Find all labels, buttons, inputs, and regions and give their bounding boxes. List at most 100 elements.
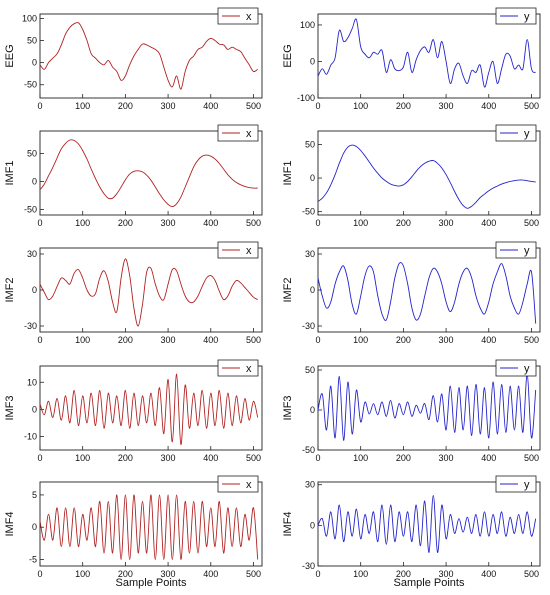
- x-axis-label: Sample Points: [116, 577, 187, 589]
- x-tick-label: 100: [75, 335, 90, 345]
- plot-frame: [39, 247, 263, 333]
- x-tick-label: 200: [396, 569, 411, 579]
- y-tick-label: -5: [29, 555, 37, 565]
- legend-label: y: [524, 11, 530, 23]
- x-tick-label: 500: [246, 335, 261, 345]
- series-line-y: [317, 18, 536, 88]
- x-tick-label: 300: [439, 101, 454, 111]
- x-tick-label: 200: [118, 335, 133, 345]
- x-tick-label: 0: [315, 569, 320, 579]
- x-tick-label: 0: [315, 218, 320, 228]
- x-tick-label: 400: [481, 101, 496, 111]
- x-tick-label: 200: [396, 453, 411, 463]
- x-tick-label: 100: [75, 569, 90, 579]
- y-axis-label: IMF1: [282, 160, 294, 185]
- y-tick-label: 100: [22, 13, 37, 23]
- x-tick-label: 300: [161, 453, 176, 463]
- legend: y: [495, 7, 537, 25]
- x-tick-label: 500: [524, 453, 539, 463]
- x-tick-label: 400: [481, 569, 496, 579]
- x-tick-label: 200: [396, 335, 411, 345]
- x-tick-label: 400: [203, 335, 218, 345]
- x-tick-label: 100: [353, 569, 368, 579]
- x-tick-label: 200: [396, 101, 411, 111]
- x-tick-label: 400: [481, 335, 496, 345]
- x-tick-label: 400: [203, 218, 218, 228]
- y-axis-label: IMF4: [282, 511, 294, 536]
- x-tick-label: 400: [203, 101, 218, 111]
- legend-label: x: [246, 479, 252, 491]
- y-tick-label: -30: [24, 321, 37, 331]
- y-tick-label: -10: [24, 431, 37, 441]
- y-tick-label: -50: [24, 204, 37, 214]
- x-tick-label: 0: [37, 453, 42, 463]
- legend: y: [495, 359, 537, 377]
- y-tick-label: -30: [302, 321, 315, 331]
- y-tick-label: -50: [302, 207, 315, 217]
- y-tick-label: 50: [27, 148, 37, 158]
- x-tick-label: 200: [396, 218, 411, 228]
- x-tick-label: 300: [439, 569, 454, 579]
- legend-label: x: [246, 128, 252, 140]
- x-tick-label: 200: [118, 569, 133, 579]
- x-tick-label: 100: [75, 218, 90, 228]
- x-tick-label: 200: [118, 453, 133, 463]
- legend-label: y: [524, 245, 530, 257]
- x-tick-label: 0: [37, 569, 42, 579]
- series-line-y: [317, 373, 537, 441]
- legend: x: [217, 7, 259, 25]
- x-tick-label: 0: [315, 335, 320, 345]
- series-line-x: [39, 139, 258, 208]
- y-tick-label: 0: [32, 285, 37, 295]
- x-tick-label: 0: [37, 335, 42, 345]
- x-tick-label: 400: [203, 569, 218, 579]
- legend: x: [217, 241, 259, 259]
- y-tick-label: -30: [302, 561, 315, 571]
- x-tick-label: 500: [246, 453, 261, 463]
- legend: y: [495, 475, 537, 493]
- x-tick-label: 500: [524, 335, 539, 345]
- y-axis-label: IMF3: [4, 395, 16, 420]
- plot-frame: [317, 130, 541, 216]
- legend-label: x: [246, 245, 252, 257]
- y-tick-label: 50: [27, 36, 37, 46]
- x-tick-label: 200: [118, 101, 133, 111]
- x-tick-label: 100: [75, 101, 90, 111]
- y-axis-label: IMF2: [4, 277, 16, 302]
- x-tick-label: 400: [481, 453, 496, 463]
- series-line-x: [39, 22, 258, 90]
- plot-frame: [317, 481, 541, 567]
- series-line-y: [317, 495, 537, 553]
- y-tick-label: 30: [305, 480, 315, 490]
- series-line-y: [317, 144, 536, 209]
- x-tick-label: 300: [439, 335, 454, 345]
- y-tick-label: 10: [27, 377, 37, 387]
- x-tick-label: 0: [315, 453, 320, 463]
- series-line-x: [39, 258, 258, 327]
- x-tick-label: 400: [481, 218, 496, 228]
- legend-label: y: [524, 363, 530, 375]
- legend: y: [495, 241, 537, 259]
- series-line-x: [39, 373, 259, 446]
- y-axis-label: EEG: [4, 44, 16, 67]
- x-tick-label: 300: [161, 101, 176, 111]
- x-tick-label: 500: [524, 101, 539, 111]
- y-axis-label: IMF3: [282, 395, 294, 420]
- y-tick-label: 0: [310, 520, 315, 530]
- x-tick-label: 0: [37, 218, 42, 228]
- y-axis-label: EEG: [282, 44, 294, 67]
- y-tick-label: 0: [32, 58, 37, 68]
- legend-label: y: [524, 479, 530, 491]
- y-axis-label: IMF1: [4, 160, 16, 185]
- x-axis-label: Sample Points: [394, 577, 465, 589]
- x-tick-label: 500: [246, 101, 261, 111]
- x-tick-label: 300: [161, 569, 176, 579]
- x-tick-label: 300: [161, 335, 176, 345]
